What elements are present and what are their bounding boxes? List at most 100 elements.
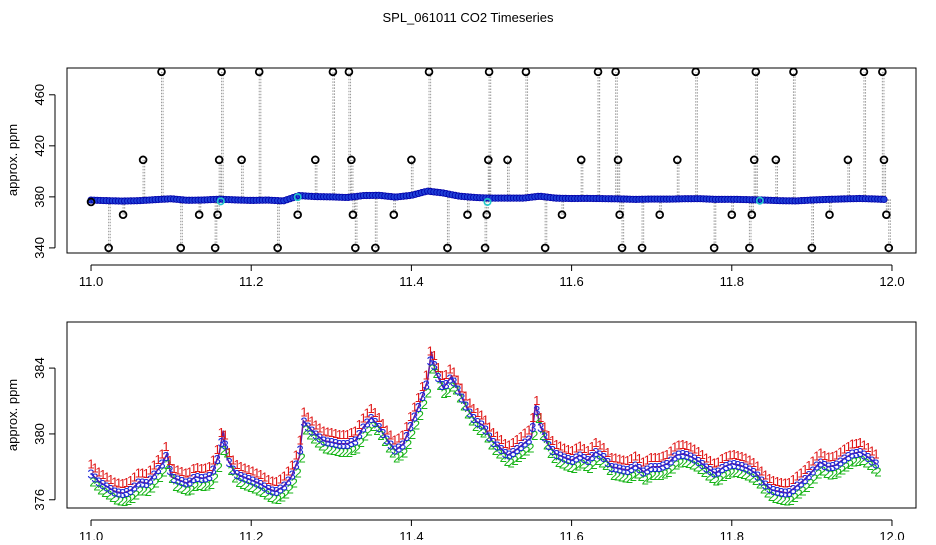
top-y-tick-label: 340: [32, 237, 47, 259]
level-3-marker: 3: [427, 353, 434, 368]
outlier-point: [213, 210, 222, 220]
level-3-marker: 3: [636, 461, 643, 476]
level-1-marker: 1: [222, 427, 229, 442]
level-2-marker: 2: [492, 443, 499, 458]
level-1-marker: 1: [679, 437, 686, 452]
level-1-marker: 1: [774, 474, 781, 489]
level-1-marker: 1: [494, 428, 501, 443]
level-1-marker: 1: [253, 465, 260, 480]
level-2-marker: 2: [235, 475, 242, 490]
level-1-marker: 1: [162, 439, 169, 454]
outlier-point: [747, 210, 757, 220]
level-3-marker: 3: [403, 429, 410, 444]
level-3-marker: 3: [494, 438, 501, 453]
level-2-marker: 2: [137, 483, 144, 498]
level-2-marker: 2: [271, 491, 278, 506]
level-2-marker: 2: [243, 478, 250, 493]
level-2-marker: 2: [247, 480, 254, 495]
top-y-tick-label: 380: [32, 186, 47, 208]
level-3-marker: 3: [233, 467, 240, 482]
level-2-marker: 2: [736, 466, 743, 481]
level-1-marker: 1: [849, 437, 856, 452]
level-3-marker: 3: [320, 434, 327, 449]
level-3-marker: 3: [371, 415, 378, 430]
level-2-marker: 2: [768, 489, 775, 504]
level-1-marker: 1: [194, 460, 201, 475]
level-2-marker: 2: [744, 469, 751, 484]
level-1-marker: 1: [289, 457, 296, 472]
level-2-marker: 2: [673, 457, 680, 472]
level-3-marker: 3: [833, 458, 840, 473]
level-1-marker: 1: [734, 448, 741, 463]
level-1-marker: 1: [742, 451, 749, 466]
level-3-marker: 3: [805, 468, 812, 483]
level-2-marker: 2: [472, 419, 479, 434]
level-2-marker: 2: [93, 478, 100, 493]
level-2-marker: 2: [417, 408, 424, 423]
level-3-marker: 3: [316, 431, 323, 446]
level-1-marker: 1: [387, 428, 394, 443]
level-1-marker: 1: [454, 372, 461, 387]
level-2-marker: 2: [141, 483, 148, 498]
level-3-marker: 3: [269, 483, 276, 498]
level-1-marker: 1: [332, 426, 339, 441]
outlier-point: [273, 243, 282, 253]
level-1-marker: 1: [636, 451, 643, 466]
outlier-point: [194, 210, 204, 220]
level-2-marker: 2: [259, 485, 266, 500]
level-2-marker: 2: [239, 477, 246, 492]
level-2-marker: 2: [752, 473, 759, 488]
outlier-point: [825, 210, 834, 220]
level-1-marker: 1: [659, 449, 666, 464]
level-2-marker: 2: [401, 445, 408, 460]
bottom-plot-area: 1231231231231231231231231231231231231231…: [87, 343, 881, 509]
level-2-marker: 2: [283, 486, 290, 501]
level-3-marker: 3: [600, 450, 607, 465]
level-1-marker: 1: [640, 454, 647, 469]
level-2-marker: 2: [594, 453, 601, 468]
level-1-marker: 1: [569, 443, 576, 458]
level-2-marker: 2: [563, 458, 570, 473]
level-2-marker: 2: [227, 463, 234, 478]
level-3-marker: 3: [746, 463, 753, 478]
level-1-marker: 1: [356, 417, 363, 432]
outlier-point: [463, 210, 472, 220]
level-3-marker: 3: [821, 458, 828, 473]
top-y-axis-label: approx. ppm: [5, 124, 20, 196]
level-3-marker: 3: [513, 442, 520, 457]
level-2-marker: 2: [156, 470, 163, 485]
level-1-marker: 1: [316, 421, 323, 436]
level-2-marker: 2: [184, 484, 191, 499]
flagged-point: [483, 197, 492, 206]
level-3-marker: 3: [719, 461, 726, 476]
level-1-marker: 1: [462, 389, 469, 404]
level-2-marker: 2: [776, 492, 783, 507]
level-2-marker: 2: [543, 438, 550, 453]
level-2-marker: 2: [381, 434, 388, 449]
level-2-marker: 2: [677, 456, 684, 471]
level-3-marker: 3: [308, 423, 315, 438]
level-3-marker: 3: [123, 485, 130, 500]
level-2-marker: 2: [685, 456, 692, 471]
level-1-marker: 1: [687, 439, 694, 454]
level-2-marker: 2: [515, 450, 522, 465]
level-3-marker: 3: [450, 374, 457, 389]
level-2-marker: 2: [646, 471, 653, 486]
level-2-marker: 2: [224, 445, 231, 460]
level-2-marker: 2: [642, 472, 649, 487]
level-2-marker: 2: [851, 455, 858, 470]
level-3-marker: 3: [715, 464, 722, 479]
level-1-marker: 1: [431, 348, 438, 363]
level-3-marker: 3: [225, 455, 232, 470]
level-1-marker: 1: [790, 472, 797, 487]
level-1-marker: 1: [482, 412, 489, 427]
level-2-marker: 2: [251, 482, 258, 497]
level-3-marker: 3: [174, 472, 181, 487]
level-2-marker: 2: [306, 427, 313, 442]
level-3-marker: 3: [206, 469, 213, 484]
level-3-marker: 3: [91, 470, 98, 485]
level-3-marker: 3: [446, 371, 453, 386]
level-3-marker: 3: [147, 472, 154, 487]
level-2-marker: 2: [606, 463, 613, 478]
data-point: [880, 195, 888, 204]
